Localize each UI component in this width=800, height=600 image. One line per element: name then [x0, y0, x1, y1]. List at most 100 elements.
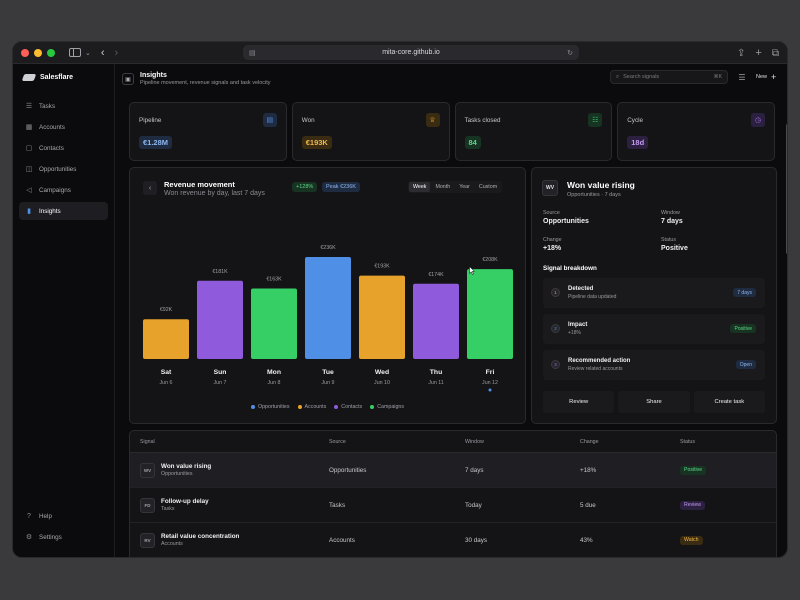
tab-overview-icon[interactable]: ⧉	[771, 47, 779, 59]
share-icon[interactable]: ⇪	[737, 47, 746, 59]
address-bar[interactable]: ▤ mita-core.github.io ↻	[243, 45, 579, 60]
sidebar-item-campaigns[interactable]: ◁ Campaigns	[19, 181, 108, 199]
back-icon[interactable]: ‹	[100, 46, 105, 59]
detail-actions: Review Share Create task	[543, 391, 765, 413]
review-button[interactable]: Review	[543, 391, 615, 413]
sidebar-item-label: Insights	[39, 207, 61, 215]
table-row[interactable]: WV Won value rising Opportunities Opport…	[130, 453, 776, 488]
share-button[interactable]: Share	[618, 391, 690, 413]
source-cell: Accounts	[329, 536, 355, 544]
breakdown-step[interactable]: 3 Recommended action Review related acco…	[543, 350, 765, 380]
chart-bar-tue[interactable]	[305, 257, 351, 359]
kpi-card-tasks-closed[interactable]: Tasks closed ☷ 84	[454, 102, 613, 161]
revenue-chart-panel: €92K Sat Jun 6 €181K Sun Jun 7 €163K Mon Jun 8 €2…	[129, 167, 526, 424]
legend-label: Opportunities	[257, 404, 290, 410]
column-header[interactable]: Change	[580, 438, 599, 445]
sidebar-item-settings[interactable]: ⚙ Settings	[19, 528, 108, 546]
signal-name: Won value rising	[161, 463, 212, 470]
range-tab-year[interactable]: Year	[459, 184, 470, 190]
column-header[interactable]: Signal	[140, 438, 155, 445]
browser-actions: ⇪ + ⧉	[737, 46, 779, 60]
selected-bar-indicator	[488, 388, 492, 392]
new-button[interactable]: New +	[752, 70, 780, 84]
chart-bar-sat[interactable]	[143, 319, 189, 359]
legend-item[interactable]: Contacts	[334, 404, 362, 410]
kpi-label: Pipeline	[139, 117, 162, 124]
breakdown-title: Signal breakdown	[543, 265, 597, 272]
window-controls	[21, 48, 55, 57]
kpi-value: 84	[464, 136, 481, 149]
timer-icon: ◷	[751, 113, 765, 127]
chart-bar-fri[interactable]	[467, 269, 513, 359]
signal-text: Won value rising Opportunities	[161, 463, 211, 477]
chart-bar-wed[interactable]	[359, 275, 405, 359]
field-key: Window	[661, 210, 680, 216]
opportunity-icon: ◫	[25, 166, 33, 173]
kpi-card-won[interactable]: Won ♕ €193K	[291, 102, 450, 161]
sidebar-item-tasks[interactable]: ☰ Tasks	[19, 97, 108, 115]
status-cell: Review	[680, 500, 776, 510]
column-header[interactable]: Source	[329, 438, 346, 445]
chevron-left-icon[interactable]: ‹	[143, 181, 157, 195]
window-cell: Today	[465, 501, 482, 509]
filter-icon[interactable]: ☰	[738, 72, 746, 82]
new-tab-icon[interactable]: +	[755, 47, 762, 59]
sidebar-item-label: Settings	[39, 533, 62, 541]
minimize-window-button[interactable]	[34, 48, 42, 57]
create-task-button[interactable]: Create task	[693, 391, 765, 413]
close-window-button[interactable]	[21, 48, 29, 57]
breakdown-step[interactable]: 2 Impact +18% Positive	[543, 314, 765, 344]
zoom-window-button[interactable]	[47, 48, 55, 57]
table-row[interactable]: FD Follow-up delay Tasks Tasks Today 5 d…	[130, 488, 776, 523]
sidebar-item-opportunities[interactable]: ◫ Opportunities	[19, 160, 108, 178]
x-date-label: Jun 7	[214, 380, 227, 386]
search-input[interactable]: ⌕ Search signals ⌘K	[610, 70, 728, 84]
search-placeholder: Search signals	[623, 74, 660, 80]
legend-item[interactable]: Campaigns	[370, 404, 404, 410]
kpi-value: €193K	[301, 136, 332, 149]
page-icon: ▤	[249, 49, 256, 57]
legend-item[interactable]: Accounts	[297, 404, 326, 410]
insights-icon[interactable]: ▣	[122, 73, 134, 85]
sidebar-item-accounts[interactable]: ▦ Accounts	[19, 118, 108, 136]
signal-cell: FD Follow-up delay Tasks	[130, 497, 329, 513]
chevron-down-icon[interactable]: ⌄	[85, 49, 91, 57]
page-title: Insights	[140, 72, 167, 79]
bar-value-label: €181K	[212, 269, 228, 275]
column-header[interactable]: Status	[680, 438, 696, 445]
signal-name: Retail value concentration	[161, 533, 240, 540]
source-cell: Tasks	[329, 501, 346, 509]
scrollbar[interactable]	[786, 124, 787, 254]
range-tab-week[interactable]: Week	[409, 182, 431, 192]
range-selector: Week Month Year Custom	[408, 181, 503, 193]
forward-icon[interactable]: ›	[114, 46, 119, 59]
legend-swatch	[370, 405, 375, 409]
signal-name: Follow-up delay	[161, 498, 209, 505]
range-tab-month[interactable]: Month	[435, 184, 451, 190]
sidebar-item-insights[interactable]: ▮ Insights	[19, 202, 108, 220]
sidebar-item-contacts[interactable]: ▢ Contacts	[19, 139, 108, 157]
kpi-label: Cycle	[627, 117, 643, 124]
range-tab-custom[interactable]: Custom	[478, 184, 498, 190]
table-row[interactable]: RV Retail value concentration Accounts A…	[130, 523, 776, 557]
chart-bar-sun[interactable]	[197, 280, 243, 359]
sidebar-item-label: Accounts	[39, 123, 65, 131]
field-value: 7 days	[661, 218, 683, 225]
x-date-label: Jun 10	[374, 380, 390, 386]
field-value: +18%	[543, 245, 562, 252]
chart-bar-thu[interactable]	[413, 283, 459, 359]
brand[interactable]: Salesflare	[19, 72, 108, 83]
kpi-card-pipeline[interactable]: Pipeline ▤ €1.28M	[129, 102, 287, 161]
legend-item[interactable]: Opportunities	[250, 404, 290, 410]
table-header: Signal Source Window Change Status	[130, 431, 776, 453]
sidebar-toggle-icon[interactable]	[69, 46, 81, 60]
field-status: Status Positive	[661, 237, 688, 252]
column-header[interactable]: Window	[465, 438, 484, 445]
signal-subtitle: Opportunities · 7 days	[567, 192, 621, 198]
breakdown-step[interactable]: 1 Detected Pipeline data updated 7 days	[543, 278, 765, 308]
page-header: ▣ Insights Pipeline movement, revenue si…	[116, 64, 787, 94]
sidebar-item-help[interactable]: ? Help	[19, 507, 108, 525]
chart-bar-mon[interactable]	[251, 288, 297, 359]
kpi-card-cycle[interactable]: Cycle ◷ 18d	[617, 102, 775, 161]
reload-icon[interactable]: ↻	[567, 49, 573, 57]
